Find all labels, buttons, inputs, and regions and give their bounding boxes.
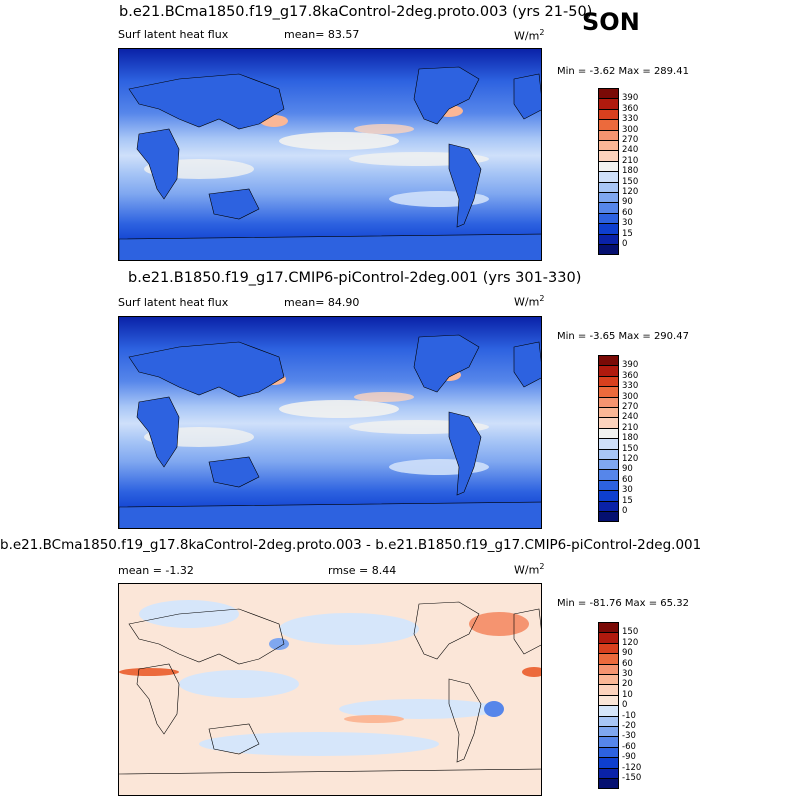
colorbar-tick-label: 60 [622,658,633,669]
colorbar-tick-label: -10 [622,710,636,721]
panel-2-variable-label: Surf latent heat flux [118,296,229,309]
panel-1-map-svg [119,49,541,260]
colorbar-tick-label: -30 [622,731,636,742]
colorbar-tick-label: 120 [622,187,639,197]
panel-3-map [118,583,542,796]
colorbar-tick-label: 90 [622,197,633,208]
panel-2-units-base: W/m [514,295,540,309]
panel-1-units: W/m2 [514,28,544,43]
colorbar-tick-label: 270 [622,402,639,412]
colorbar-tick-label: 330 [622,114,639,125]
colorbar-swatch [598,244,619,256]
panel-1-units-sup: 2 [539,28,545,37]
panel-1-mean-label: mean= [284,28,325,41]
colorbar-tick-label: 300 [622,124,639,135]
colorbar-tick-label: 360 [622,370,639,381]
colorbar-tick-label: 15 [622,495,633,506]
panel-3-rmse-value: 8.44 [371,564,397,577]
panel-2-units: W/m2 [514,294,544,309]
colorbar-tick-label: 0 [622,506,628,516]
colorbar-tick-label: 30 [622,669,633,679]
colorbar-tick-label: 30 [622,485,633,496]
panel-2-mean-label: mean= [284,296,325,309]
panel-1-variable-label: Surf latent heat flux [118,28,229,41]
panel-3-minmax: Min = -81.76 Max = 65.32 [557,598,689,609]
panel-2-title: b.e21.B1850.f19_g17.CMIP6-piControl-2deg… [128,270,582,286]
panel-2-map [118,316,542,529]
colorbar-tick-label: 150 [622,627,639,638]
panel-2-mean-value: 84.90 [327,296,360,309]
panel-1-minmax: Min = -3.62 Max = 289.41 [557,66,689,77]
colorbar-tick-label: 0 [622,700,628,711]
colorbar-tick-label: 30 [622,218,633,229]
colorbar-swatch [598,511,619,523]
panel-3-units-base: W/m [514,563,540,577]
colorbar-tick-label: 180 [622,166,639,177]
colorbar-tick-label: -120 [622,762,642,773]
panel-3-mean: mean = -1.32 [118,564,194,577]
colorbar-tick-label: 360 [622,103,639,114]
colorbar-tick-label: -20 [622,721,636,731]
panel-3-map-svg [119,584,541,795]
colorbar-tick-label: 150 [622,176,639,187]
colorbar-swatch [598,778,619,790]
panel-3-rmse-label: rmse = [328,564,369,577]
panel-1-mean: mean= 83.57 [284,28,359,41]
panel-2-units-sup: 2 [539,294,545,303]
colorbar-tick-label: 390 [622,360,639,371]
colorbar-tick-label: -90 [622,752,636,763]
colorbar-tick-label: 270 [622,135,639,145]
panel-2-mean: mean= 84.90 [284,296,359,309]
panel-3-units: W/m2 [514,562,544,577]
colorbar-tick-label: 300 [622,391,639,402]
colorbar-tick-label: 330 [622,381,639,392]
colorbar-tick-label: 210 [622,155,639,166]
colorbar-tick-label: 0 [622,239,628,249]
colorbar-tick-label: 60 [622,474,633,485]
colorbar-tick-label: -150 [622,773,642,783]
colorbar-tick-label: 90 [622,648,633,659]
panel-3-title: b.e21.BCma1850.f19_g17.8kaControl-2deg.p… [0,537,702,553]
colorbar-tick-label: 150 [622,443,639,454]
panel-2-minmax: Min = -3.65 Max = 290.47 [557,331,689,342]
colorbar-tick-label: 90 [622,464,633,475]
season-label: SON [582,8,640,36]
panel-3-units-sup: 2 [539,562,545,571]
colorbar-tick-label: 10 [622,689,633,700]
colorbar-tick-label: 120 [622,454,639,464]
panel-1-mean-value: 83.57 [327,28,360,41]
colorbar-tick-label: -60 [622,741,636,752]
colorbar-tick-label: 240 [622,412,639,423]
panel-3-rmse: rmse = 8.44 [328,564,396,577]
panel-2-map-svg [119,317,541,528]
colorbar-tick-label: 180 [622,433,639,444]
colorbar-tick-label: 210 [622,422,639,433]
colorbar-tick-label: 390 [622,93,639,104]
colorbar-tick-label: 20 [622,679,633,690]
colorbar-tick-label: 240 [622,145,639,156]
panel-1-title: b.e21.BCma1850.f19_g17.8kaControl-2deg.p… [119,4,593,20]
colorbar-tick-label: 60 [622,207,633,218]
colorbar-tick-label: 15 [622,228,633,239]
panel-1-units-base: W/m [514,29,540,43]
panel-1-map [118,48,542,261]
colorbar-tick-label: 120 [622,637,639,648]
